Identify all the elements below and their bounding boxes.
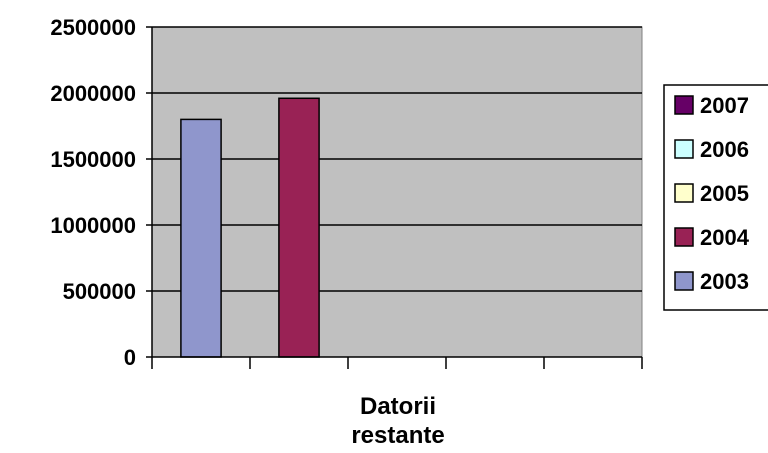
legend-swatch-2007: [674, 95, 694, 115]
legend-swatch-2005: [674, 183, 694, 203]
axes: [146, 26, 643, 369]
gridlines: [152, 26, 642, 292]
y-tick-label: 2500000: [50, 15, 136, 40]
legend-swatch-2003: [674, 271, 694, 291]
x-axis-label-line-1: Datorii: [360, 393, 436, 420]
y-tick-labels: 0 500000 1000000 1500000 2000000 2500000: [50, 15, 136, 370]
y-tick-label: 500000: [63, 279, 136, 304]
y-tick-label: 0: [124, 345, 136, 370]
legend-label-2003: 2003: [700, 269, 749, 294]
legend-label-2006: 2006: [700, 137, 749, 162]
y-tick-label: 1000000: [50, 213, 136, 238]
y-tick-label: 2000000: [50, 81, 136, 106]
x-axis-label: Datorii restante: [351, 393, 444, 449]
bar-2004: [278, 97, 320, 358]
x-axis-label-line-2: restante: [351, 422, 444, 449]
legend-swatch-2004: [674, 227, 694, 247]
plot-area: [151, 26, 643, 358]
y-tick-label: 1500000: [50, 147, 136, 172]
legend-label-2004: 2004: [700, 225, 750, 250]
bar-2003: [180, 118, 222, 358]
legend: 2007 2006 2005 2004 2003: [663, 84, 768, 311]
legend-swatch-2006: [674, 139, 694, 159]
legend-label-2005: 2005: [700, 181, 749, 206]
legend-label-2007: 2007: [700, 93, 749, 118]
